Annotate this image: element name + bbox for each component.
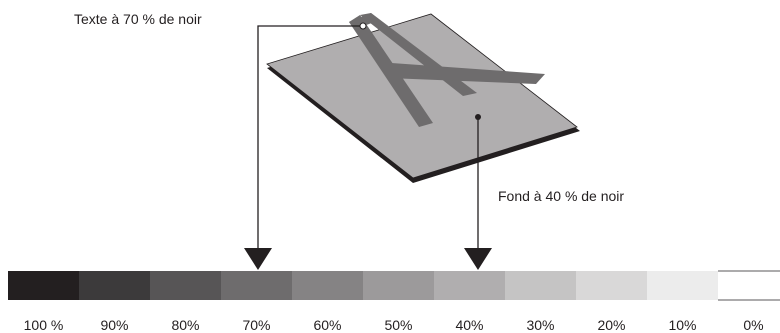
- text-label: Texte à 70 % de noir: [74, 11, 202, 27]
- plate-top: [266, 13, 578, 179]
- scale-label: 30%: [526, 317, 554, 333]
- scale-swatch: [718, 271, 780, 300]
- text-arrowhead: [244, 248, 272, 270]
- scale-swatch: [505, 271, 576, 300]
- text-pointer-line: [257, 25, 363, 250]
- scale-swatch: [79, 271, 150, 300]
- scale-label: 80%: [171, 317, 199, 333]
- scale-label: 60%: [313, 317, 341, 333]
- scale-swatch: [292, 271, 363, 300]
- background-pointer-dot: [475, 114, 481, 120]
- letter-a-top: [349, 13, 380, 28]
- scale-label: 100 %: [24, 317, 64, 333]
- scale-label: 10%: [668, 317, 696, 333]
- background-label: Fond à 40 % de noir: [498, 188, 624, 204]
- scale-swatch: [221, 271, 292, 300]
- background-arrowhead: [464, 248, 492, 270]
- scale-swatch: [576, 271, 647, 300]
- scale-swatch: [647, 271, 718, 300]
- scale-label: 20%: [597, 317, 625, 333]
- scale-label: 90%: [100, 317, 128, 333]
- scale-swatch: [150, 271, 221, 300]
- scale-label: 70%: [242, 317, 270, 333]
- gray-scale-labels: 100 % 90% 80% 70% 60% 50% 40% 30% 20% 10% 0%: [24, 317, 764, 333]
- gray-scale-bar: [8, 270, 780, 301]
- scale-swatch: [434, 271, 505, 300]
- scale-label: 50%: [384, 317, 412, 333]
- letter-a-shape: [349, 13, 545, 127]
- text-pointer-dot: [359, 22, 367, 30]
- pointer-lines: [257, 25, 479, 250]
- letter-a-crossbar: [378, 62, 545, 84]
- scale-label: 40%: [455, 317, 483, 333]
- scale-swatch: [363, 271, 434, 300]
- background-plate: [266, 13, 580, 183]
- scale-swatch: [8, 271, 79, 300]
- scale-label: 0%: [743, 317, 763, 333]
